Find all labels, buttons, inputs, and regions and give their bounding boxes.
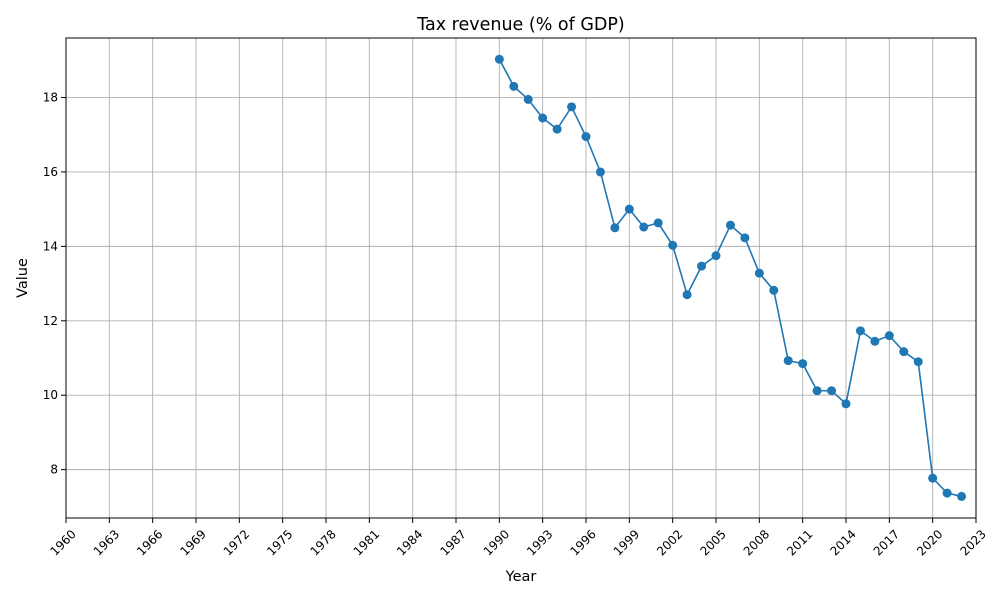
data-point bbox=[639, 222, 649, 232]
data-point bbox=[682, 290, 692, 300]
data-point bbox=[581, 132, 591, 142]
data-point bbox=[783, 356, 793, 366]
data-point bbox=[697, 261, 707, 271]
y-tick-label: 16 bbox=[43, 165, 58, 179]
data-point bbox=[870, 336, 880, 346]
chart-title: Tax revenue (% of GDP) bbox=[416, 15, 625, 35]
data-point bbox=[812, 386, 822, 396]
data-point bbox=[740, 233, 750, 243]
series-layer bbox=[494, 54, 967, 501]
y-tick-label: 14 bbox=[43, 239, 58, 253]
data-point bbox=[523, 94, 533, 104]
data-point bbox=[957, 491, 967, 501]
data-point bbox=[552, 124, 562, 134]
data-point bbox=[624, 204, 634, 214]
x-axis-title: Year bbox=[505, 569, 537, 585]
data-point bbox=[610, 223, 620, 233]
y-axis-title: Value bbox=[15, 258, 31, 298]
data-point bbox=[769, 285, 779, 295]
data-point bbox=[798, 359, 808, 369]
data-point bbox=[928, 473, 938, 483]
data-point bbox=[899, 347, 909, 357]
y-tick-label: 8 bbox=[50, 463, 58, 477]
data-point bbox=[595, 167, 605, 177]
data-point bbox=[668, 240, 678, 250]
plot-frame bbox=[65, 37, 977, 519]
data-point bbox=[494, 54, 504, 64]
data-point bbox=[538, 113, 548, 123]
data-point bbox=[884, 331, 894, 341]
data-point bbox=[913, 357, 923, 367]
data-point bbox=[754, 268, 764, 278]
y-tick-label: 10 bbox=[43, 388, 58, 402]
data-point bbox=[509, 81, 519, 91]
data-point bbox=[567, 102, 577, 112]
data-point bbox=[827, 386, 837, 396]
data-point bbox=[841, 399, 851, 409]
data-point bbox=[942, 488, 952, 498]
y-tick-label: 12 bbox=[43, 314, 58, 328]
y-tick-label: 18 bbox=[43, 91, 58, 105]
data-point bbox=[855, 326, 865, 336]
data-point bbox=[711, 251, 721, 261]
data-point bbox=[725, 220, 735, 230]
data-point bbox=[653, 218, 663, 228]
